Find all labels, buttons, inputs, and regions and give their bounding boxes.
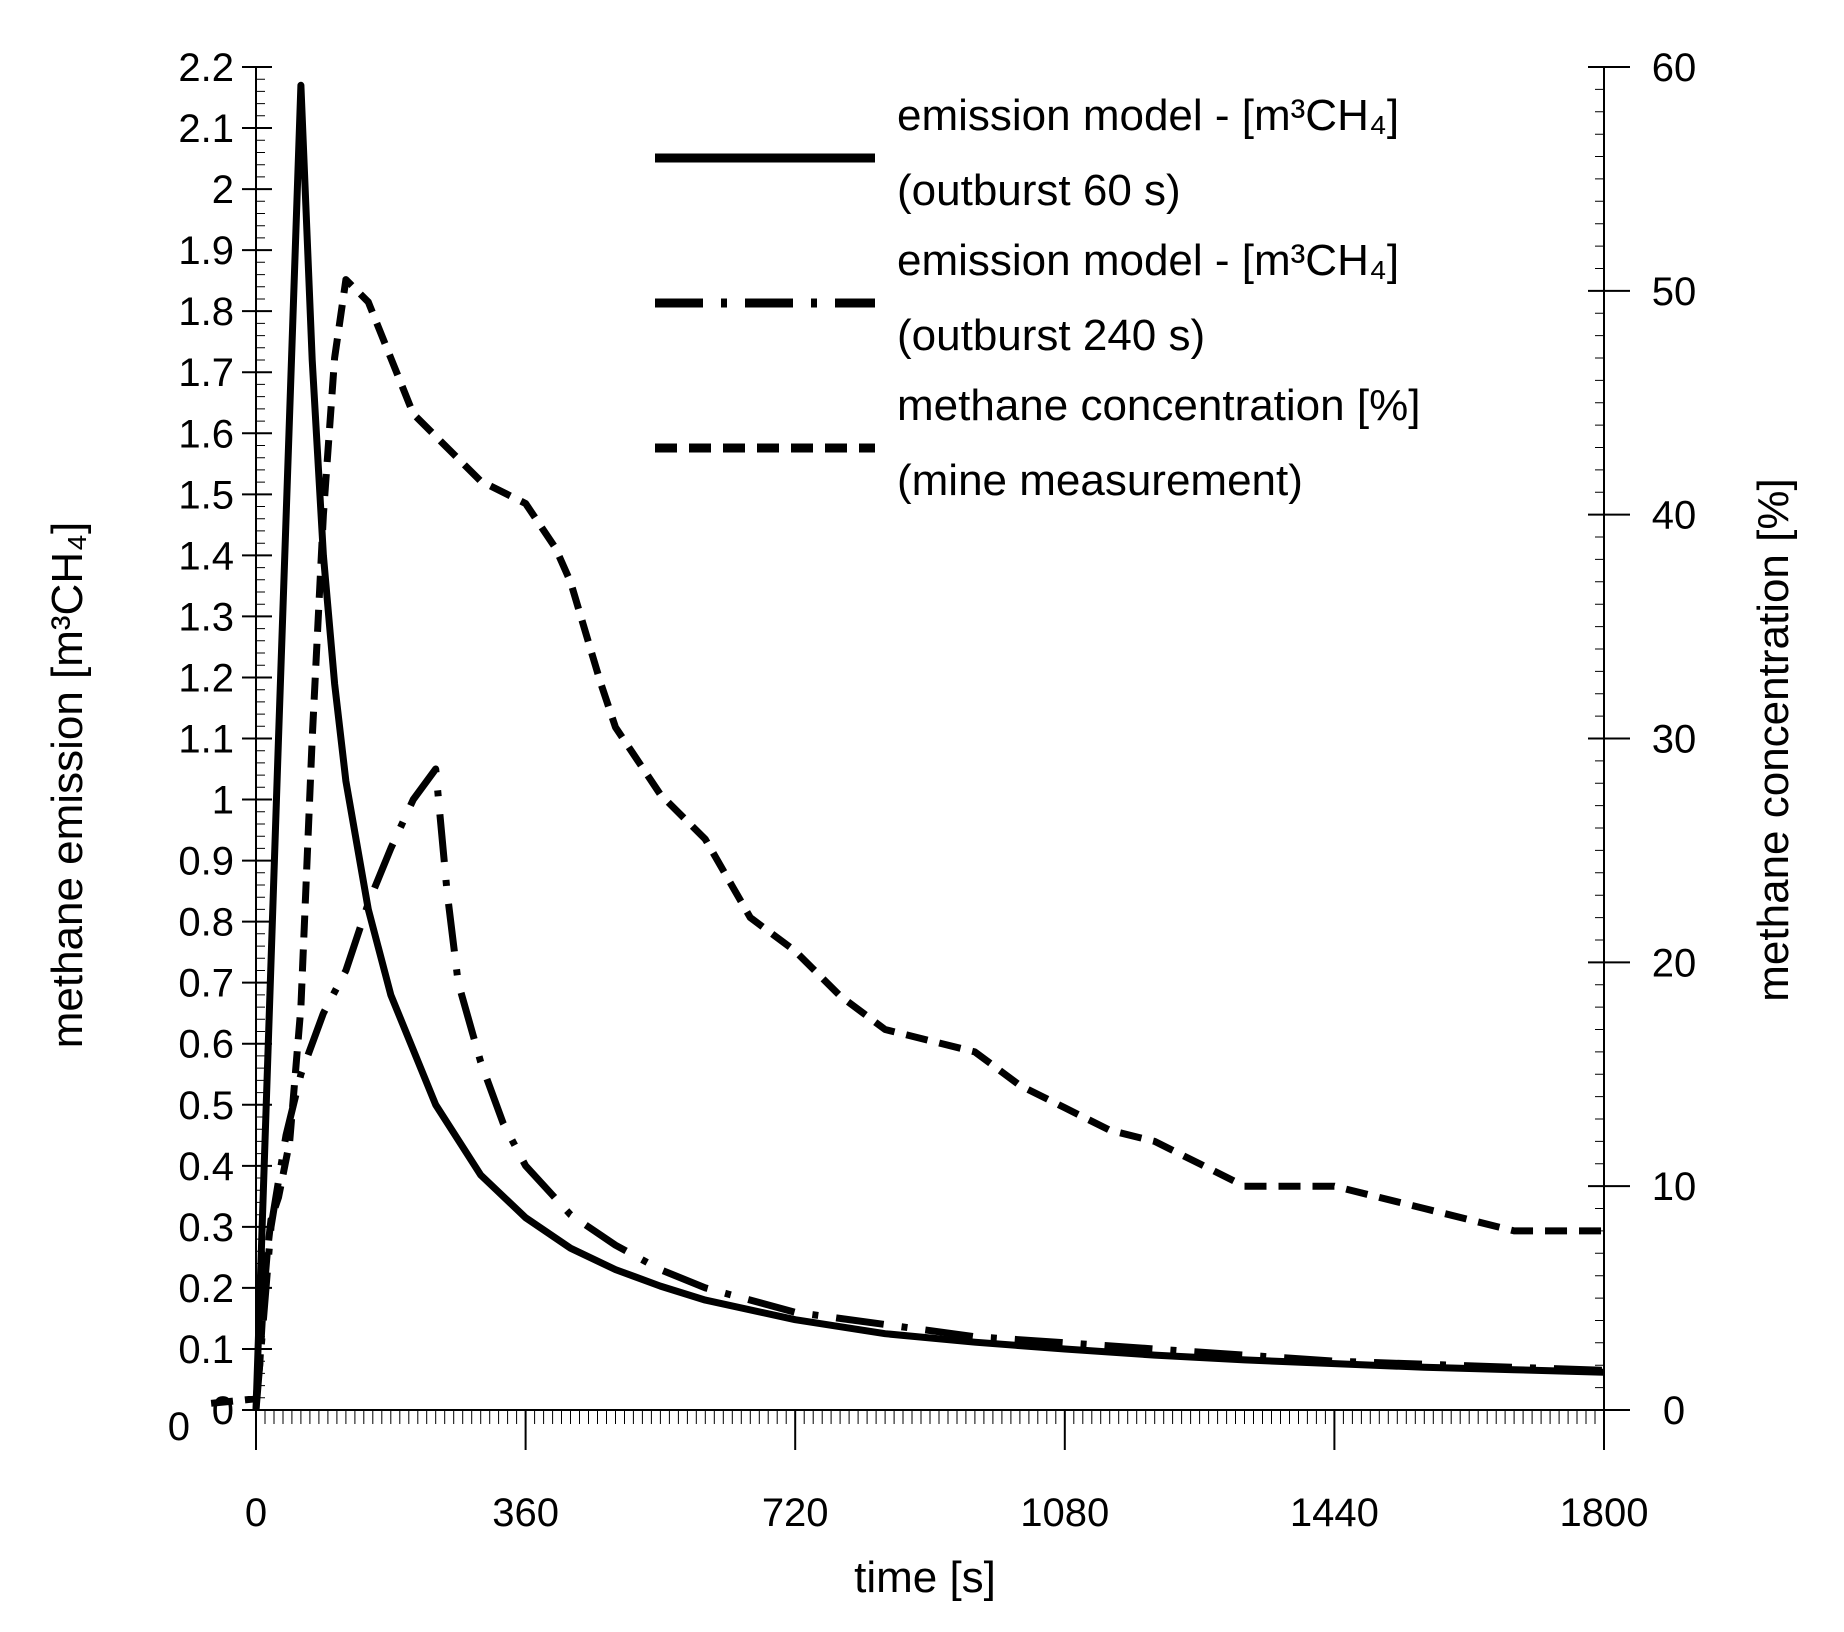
y-tick-label-left: 1.8 bbox=[178, 290, 234, 334]
y-tick-label-left: 0.2 bbox=[178, 1267, 234, 1311]
y-tick-label-right: 40 bbox=[1652, 494, 1697, 538]
y-axis-right-title: methane concentration [%] bbox=[1749, 478, 1798, 1001]
y-tick-label-left: 1.7 bbox=[178, 351, 234, 395]
y-tick-label-left: 1.6 bbox=[178, 412, 234, 456]
y-tick-label-left: 0.8 bbox=[178, 901, 234, 945]
legend-label-emission-240s: emission model - [m³CH₄] bbox=[897, 236, 1399, 285]
y-tick-label-left: 2 bbox=[212, 168, 234, 212]
x-tick-label: 360 bbox=[492, 1491, 559, 1535]
y-tick-label-right: 30 bbox=[1652, 718, 1697, 762]
y-tick-label-left: 2.2 bbox=[178, 46, 234, 90]
series-line-emission-60s bbox=[252, 81, 1605, 1411]
x-tick-label: 0 bbox=[245, 1491, 267, 1535]
y-tick-label-left: 1.4 bbox=[178, 534, 234, 578]
y-tick-label-left: 1 bbox=[212, 779, 234, 823]
legend-label-emission-60s-sub: (outburst 60 s) bbox=[897, 166, 1181, 215]
y-tick-label-left: 0.6 bbox=[178, 1023, 234, 1067]
y-tick-label-left: 0 bbox=[212, 1389, 234, 1433]
y-tick-label-left: 0.1 bbox=[178, 1328, 234, 1372]
series-line-emission-240s bbox=[252, 765, 1605, 1411]
plot-area bbox=[210, 81, 1605, 1411]
y-tick-label-left: 0.5 bbox=[178, 1084, 234, 1128]
y-tick-label-right: 60 bbox=[1652, 46, 1697, 90]
y-tick-label-left: 0.3 bbox=[178, 1206, 234, 1250]
x-tick-label: 1440 bbox=[1290, 1491, 1379, 1535]
y-tick-label-left-extra: 0 bbox=[168, 1405, 190, 1449]
y-tick-label-left: 1.1 bbox=[178, 718, 234, 762]
legend-label-emission-240s-sub: (outburst 240 s) bbox=[897, 311, 1205, 360]
x-tick-label: 1080 bbox=[1020, 1491, 1109, 1535]
y-tick-label-left: 1.3 bbox=[178, 595, 234, 639]
y-tick-label-left: 0.9 bbox=[178, 840, 234, 884]
legend: emission model - [m³CH₄] (outburst 60 s)… bbox=[655, 91, 1420, 505]
legend-label-concentration-sub: (mine measurement) bbox=[897, 456, 1303, 505]
x-tick-label: 1800 bbox=[1560, 1491, 1649, 1535]
x-axis-minor-ticks bbox=[255, 1410, 1605, 1424]
x-tick-label: 720 bbox=[762, 1491, 829, 1535]
legend-label-concentration: methane concentration [%] bbox=[897, 381, 1420, 430]
y-tick-label-right: 0 bbox=[1663, 1389, 1685, 1433]
y-tick-label-left: 1.2 bbox=[178, 656, 234, 700]
y-tick-label-left: 0.7 bbox=[178, 962, 234, 1006]
y-tick-label-left: 0.4 bbox=[178, 1145, 234, 1189]
y-tick-label-left: 2.1 bbox=[178, 107, 234, 151]
y-axis-left-title: methane emission [m³CH₄] bbox=[43, 522, 92, 1049]
y-tick-label-left: 1.5 bbox=[178, 473, 234, 517]
y-tick-label-right: 20 bbox=[1652, 941, 1697, 985]
legend-label-emission-60s: emission model - [m³CH₄] bbox=[897, 91, 1399, 140]
series-line-concentration bbox=[210, 276, 1604, 1407]
y-tick-label-left: 1.9 bbox=[178, 229, 234, 273]
tick-labels: 0 0.1 0.2 0.3 0.4 0.5 0.6 0.7 0.8 0.9 1 1.1 1.2 1.3 1.… bbox=[168, 46, 1697, 1535]
y-tick-label-right: 10 bbox=[1652, 1165, 1697, 1209]
y-tick-label-right: 50 bbox=[1652, 270, 1697, 314]
x-axis-title: time [s] bbox=[854, 1553, 996, 1602]
